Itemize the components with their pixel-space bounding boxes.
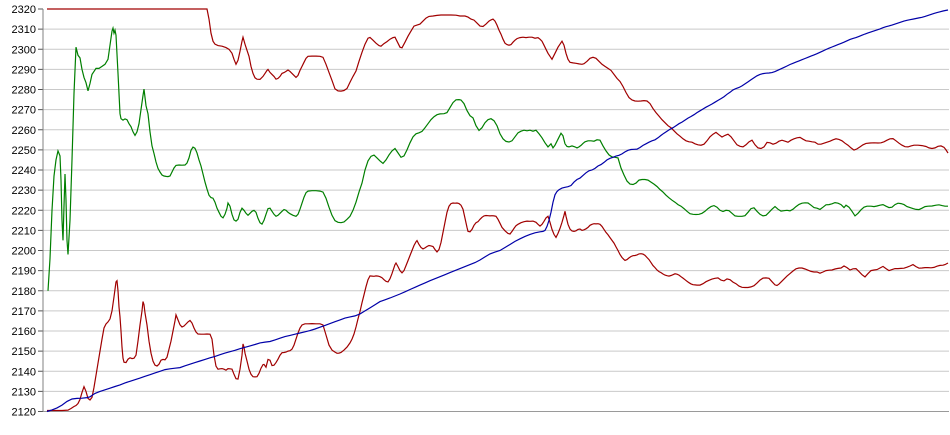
y-axis-label: 2120 (12, 407, 36, 419)
series-lower-band-red (47, 202, 949, 412)
y-axis-label: 2150 (12, 346, 36, 358)
y-axis-label: 2160 (12, 326, 36, 338)
y-axis-label: 2220 (12, 205, 36, 217)
series-upper-band-red (47, 8, 949, 154)
y-axis-label: 2230 (12, 185, 36, 197)
y-axis-label: 2320 (12, 4, 36, 16)
y-axis-label: 2290 (12, 64, 36, 76)
y-axis-label: 2260 (12, 125, 36, 137)
y-axis-label: 2190 (12, 266, 36, 278)
y-axis-label: 2240 (12, 165, 36, 177)
y-axis-label: 2210 (12, 225, 36, 237)
y-axis-label: 2200 (12, 246, 36, 258)
y-axis-label: 2280 (12, 85, 36, 97)
y-axis-label: 2250 (12, 145, 36, 157)
y-axis-label: 2300 (12, 44, 36, 56)
y-axis-label: 2140 (12, 366, 36, 378)
series-trend-line-blue (46, 9, 949, 413)
series-middle-line-green (47, 25, 948, 291)
y-axis-label: 2170 (12, 306, 36, 318)
y-axis-label: 2130 (12, 386, 36, 398)
y-axis-label: 2270 (12, 105, 36, 117)
y-axis-label: 2310 (12, 24, 36, 36)
y-axis-label: 2180 (12, 286, 36, 298)
